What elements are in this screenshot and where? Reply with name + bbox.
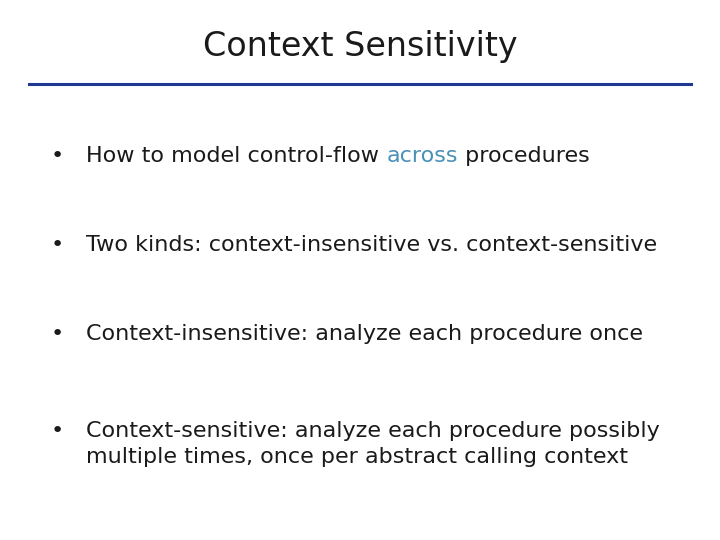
Text: Context-insensitive: analyze each procedure once: Context-insensitive: analyze each proced… [86,324,644,344]
Text: Context-sensitive: analyze each procedure possibly
multiple times, once per abst: Context-sensitive: analyze each procedur… [86,421,660,467]
Text: procedures: procedures [458,146,590,166]
Text: Two kinds: context-insensitive vs. context-sensitive: Two kinds: context-insensitive vs. conte… [86,235,657,255]
Text: across: across [387,146,458,166]
Text: •: • [51,324,64,344]
Text: •: • [51,235,64,255]
Text: •: • [51,421,64,441]
Text: •: • [51,146,64,166]
Text: Context Sensitivity: Context Sensitivity [203,30,517,63]
Text: How to model control-flow: How to model control-flow [86,146,387,166]
